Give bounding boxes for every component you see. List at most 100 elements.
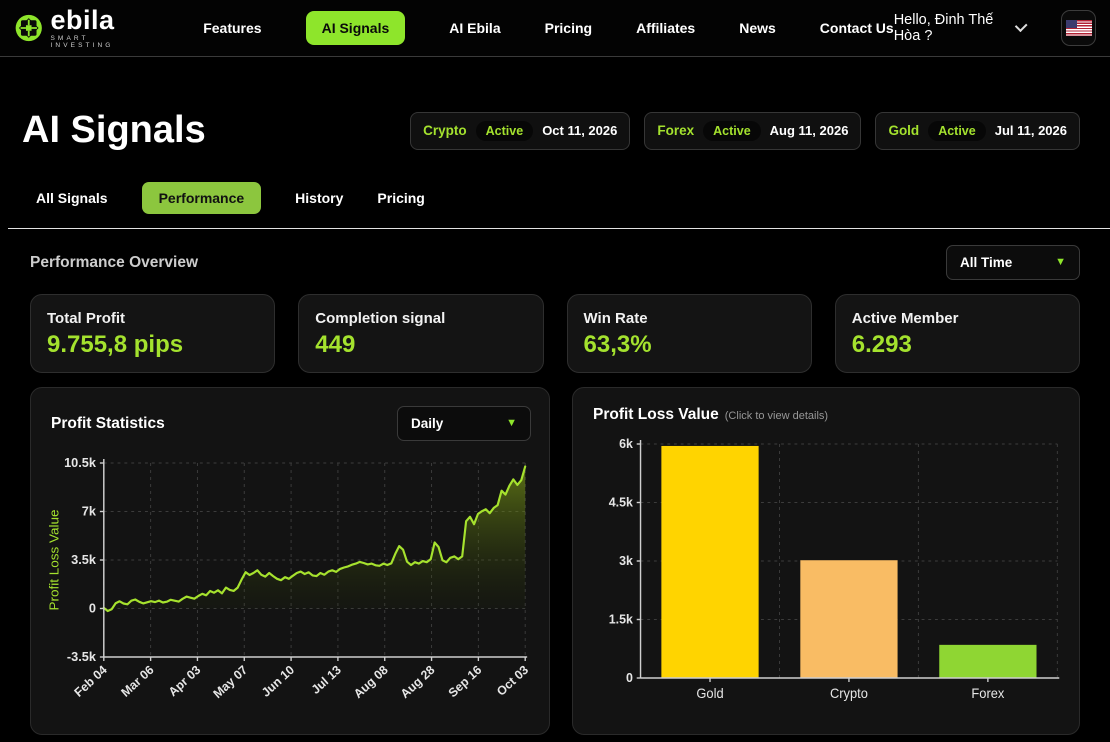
y-tick-label: 10.5k [64, 455, 97, 470]
x-tick-label: Sep 16 [446, 663, 485, 701]
user-menu[interactable]: Hello, Đinh Thế Hòa ? [894, 10, 1096, 46]
stat-value: 9.755,8 pips [47, 331, 184, 358]
nav-item-features[interactable]: Features [203, 20, 262, 36]
stat-card-total-profit: Total Profit 9.755,8 pips [30, 294, 276, 373]
profit-statistics-panel: Profit Statistics Daily ▼ 10.5k 7k 3.5k 0 -3… [30, 387, 550, 735]
status-badge: Active [928, 120, 986, 141]
stat-label: Total Profit [47, 310, 126, 327]
ai-signals-page: AI Signals Crypto Active Oct 11, 2026 Fo… [0, 109, 1110, 735]
status-badge: Active [475, 120, 534, 141]
nav-item-contact-us[interactable]: Contact Us [819, 20, 894, 36]
status-badge: Active [703, 120, 761, 141]
x-tick-label: Feb 04 [72, 663, 110, 700]
time-filter-dropdown[interactable]: All Time ▼ [946, 245, 1080, 280]
signals-tabs: All Signals Performance History Pricing [8, 182, 1110, 229]
profit-area-fill [103, 466, 526, 611]
tab-pricing[interactable]: Pricing [377, 190, 425, 206]
badge-expiry-date: Aug 11, 2026 [769, 123, 849, 138]
ebila-logo[interactable]: ebila SMART INVESTING [14, 7, 137, 49]
bar-gold[interactable] [661, 445, 759, 678]
nav-item-ai-ebila[interactable]: AI Ebila [449, 20, 501, 36]
bar-forex[interactable] [939, 644, 1037, 678]
stat-label: Win Rate [583, 310, 648, 327]
y-tick-label: 3.5k [71, 552, 97, 567]
x-tick-label: Apr 03 [166, 663, 204, 700]
nav-item-pricing[interactable]: Pricing [544, 20, 593, 36]
language-selector[interactable] [1061, 10, 1096, 46]
panel-hint: (Click to view details) [724, 410, 829, 422]
x-tick-label: Mar 06 [118, 663, 156, 700]
badge-market-label: Gold [888, 123, 920, 138]
page-title: AI Signals [22, 109, 206, 151]
panel-title: Profit Loss Value (Click to view details) [593, 406, 828, 424]
y-tick-label: 6k [619, 436, 634, 451]
y-tick-label: 0 [89, 600, 96, 615]
tab-performance[interactable]: Performance [141, 182, 262, 214]
stats-cards: Total Profit 9.755,8 pips Completion sig… [30, 294, 1080, 373]
profit-loss-panel: Profit Loss Value (Click to view details)… [572, 387, 1080, 735]
y-tick-label: 4.5k [609, 494, 634, 509]
top-navbar: ebila SMART INVESTING Features AI Signal… [0, 0, 1110, 57]
badge-crypto[interactable]: Crypto Active Oct 11, 2026 [410, 111, 631, 150]
stat-card-win-rate: Win Rate 63,3% [566, 294, 812, 373]
bar-chart-svg: 6k 4.5k 3k 1.5k 0 Gold Crypto Forex [609, 436, 1060, 701]
badge-market-label: Forex [657, 123, 695, 138]
x-tick-label: Aug 08 [351, 663, 391, 701]
y-tick-label: 0 [626, 670, 633, 685]
x-tick-label: Oct 03 [494, 663, 531, 699]
hero-row: AI Signals Crypto Active Oct 11, 2026 Fo… [22, 109, 1080, 152]
nav-item-news[interactable]: News [739, 20, 776, 36]
stat-value: 6.293 [851, 331, 912, 358]
stat-card-completion-signal: Completion signal 449 [298, 294, 544, 373]
profit-line-chart: 10.5k 7k 3.5k 0 -3.5k Feb 04 Mar 06 Apr 03 May 0… [45, 447, 535, 729]
period-filter-dropdown[interactable]: Daily ▼ [397, 406, 531, 441]
y-tick-label: 1.5k [609, 611, 634, 626]
main-nav: Features AI Signals AI Ebila Pricing Aff… [203, 11, 894, 45]
badge-expiry-date: Jul 11, 2026 [994, 123, 1067, 138]
x-category-label: Forex [971, 686, 1004, 701]
bar-crypto[interactable] [800, 560, 898, 678]
logo-text: ebila SMART INVESTING [51, 7, 138, 49]
profit-loss-bar-chart: 6k 4.5k 3k 1.5k 0 Gold Crypto Forex [587, 430, 1065, 712]
brand-name: ebila [50, 5, 115, 35]
chevron-down-icon [1014, 19, 1028, 33]
nav-item-ai-signals[interactable]: AI Signals [305, 11, 406, 45]
tab-all-signals[interactable]: All Signals [36, 190, 108, 206]
nav-item-affiliates[interactable]: Affiliates [636, 20, 696, 36]
x-tick-label: Jun 10 [259, 663, 297, 700]
stat-value: 449 [315, 331, 356, 358]
x-tick-label: May 07 [211, 663, 251, 701]
badge-expiry-date: Oct 11, 2026 [542, 123, 618, 138]
charts-row: Profit Statistics Daily ▼ 10.5k 7k 3.5k 0 -3… [30, 387, 1080, 735]
profit-line-series [102, 465, 527, 613]
us-flag-icon [1065, 20, 1092, 36]
user-greeting: Hello, Đinh Thế Hòa ? [893, 12, 994, 44]
y-axis-title: Profit Loss Value [47, 509, 62, 610]
x-tick-label: Aug 28 [398, 663, 438, 701]
badge-market-label: Crypto [423, 123, 467, 138]
stat-value: 63,3% [583, 331, 652, 358]
panel-header: Profit Loss Value (Click to view details) [587, 402, 1065, 424]
y-tick-label: 7k [82, 503, 97, 518]
brand-tagline: SMART INVESTING [50, 35, 114, 49]
panel-header: Profit Statistics Daily ▼ [45, 402, 535, 441]
tab-history[interactable]: History [295, 190, 344, 206]
y-tick-label: -3.5k [67, 649, 97, 664]
ebila-logo-icon [15, 14, 42, 42]
badge-forex[interactable]: Forex Active Aug 11, 2026 [644, 111, 862, 150]
panel-title: Profit Statistics [51, 414, 165, 432]
x-category-label: Crypto [830, 686, 868, 701]
time-filter-value: All Time [960, 255, 1013, 270]
stat-label: Active Member [851, 310, 959, 327]
period-filter-value: Daily [411, 416, 444, 431]
chevron-down-icon: ▼ [1055, 256, 1066, 268]
stat-card-active-member: Active Member 6.293 [834, 294, 1080, 373]
badge-gold[interactable]: Gold Active Jul 11, 2026 [875, 111, 1080, 150]
x-category-label: Gold [696, 686, 723, 701]
overview-row: Performance Overview All Time ▼ [30, 245, 1080, 280]
market-badges: Crypto Active Oct 11, 2026 Forex Active … [410, 111, 1080, 150]
x-tick-label: Jul 13 [309, 663, 344, 697]
stat-label: Completion signal [315, 310, 446, 327]
panel-title-text: Profit Loss Value [593, 406, 719, 423]
